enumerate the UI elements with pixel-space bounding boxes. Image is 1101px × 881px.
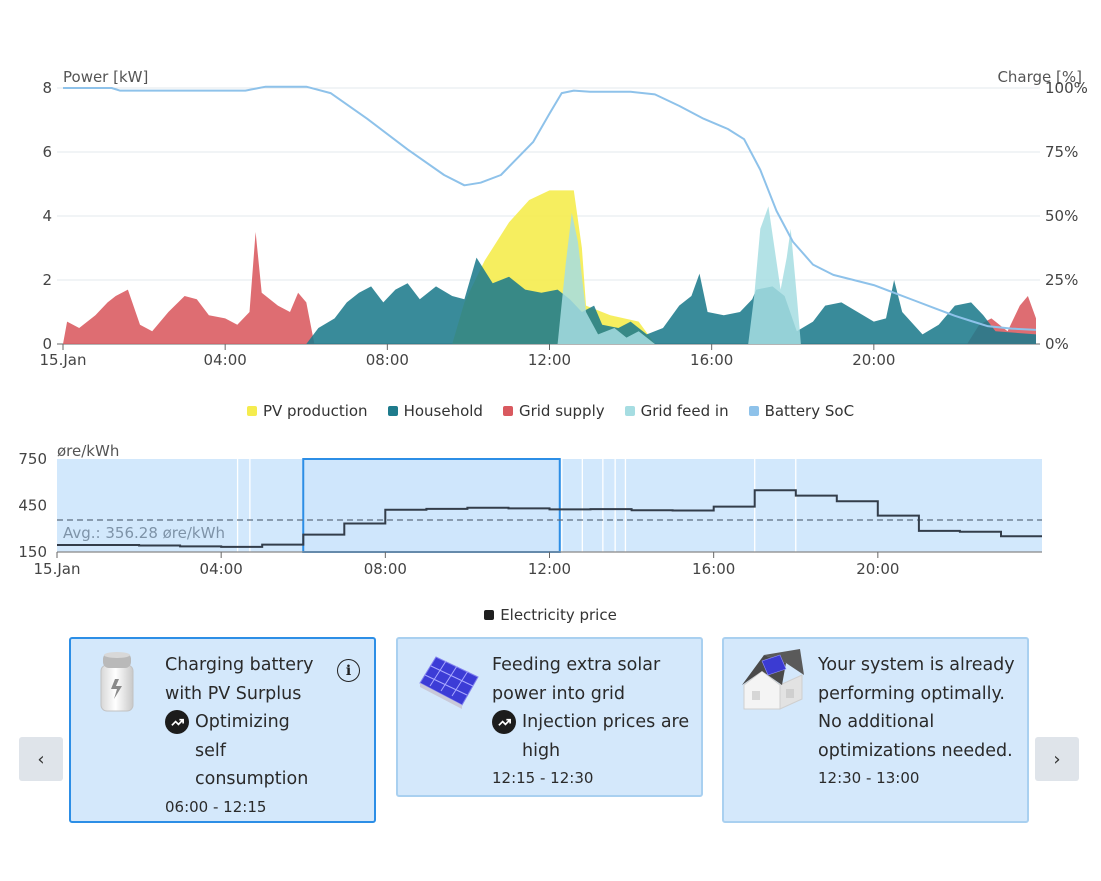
legend-swatch-grid-supply (502, 406, 513, 416)
power-y-tick: 0 (42, 335, 52, 353)
power-x-tick: 15.Jan (40, 351, 87, 369)
card-content: Charging battery with PV Surplus Optimiz… (165, 651, 366, 820)
price-y-axis-title: øre/kWh (57, 442, 119, 460)
power-y-tick: 2 (42, 271, 52, 289)
power-chart: Power [kW] Charge [%] 0 2 4 6 8 0% 25% 50% 75% 1… (40, 68, 1088, 369)
card-content: Feeding extra solar power into grid Inje… (492, 651, 693, 791)
line-battery-soc (63, 85, 1037, 331)
legend-label-grid-feed: Grid feed in (640, 402, 729, 420)
price-x-tick: 04:00 (200, 560, 243, 578)
power-x-tick: 16:00 (690, 351, 733, 369)
trending-up-icon (492, 710, 516, 734)
legend-item-household[interactable]: Household (387, 402, 483, 420)
card-title: Charging battery with PV Surplus (165, 655, 314, 704)
legend-label-battery: Battery SoC (764, 402, 855, 420)
carousel-prev-button[interactable]: ‹ (19, 737, 63, 781)
recommendation-card-charging-battery[interactable]: i Charging battery with PV Surplus Optim… (69, 637, 376, 823)
legend-item-grid-supply[interactable]: Grid supply (502, 402, 605, 420)
price-y-tick: 450 (18, 497, 47, 515)
price-x-tick: 20:00 (856, 560, 899, 578)
legend-item-electricity-price[interactable]: Electricity price (484, 606, 617, 624)
charge-y-tick: 75% (1045, 143, 1078, 161)
price-x-tick: 12:00 (528, 560, 571, 578)
price-x-tick: 15.Jan (34, 560, 81, 578)
price-x-tick: 16:00 (692, 560, 735, 578)
power-x-tick: 12:00 (528, 351, 571, 369)
card-reason-text: Injection prices are high (522, 712, 690, 761)
power-y-tick: 6 (42, 143, 52, 161)
price-x-axis-ticks: 15.Jan 04:00 08:00 12:00 16:00 20:00 (34, 552, 899, 578)
price-line (57, 489, 1042, 548)
price-chart[interactable]: Avg.: 356.28 øre/kWh øre/kWh 150 450 750 1… (0, 440, 1101, 640)
charge-y-tick: 25% (1045, 271, 1078, 289)
legend-item-grid-feed-in[interactable]: Grid feed in (624, 402, 729, 420)
price-chart-legend: Electricity price (0, 606, 1101, 624)
legend-label-household: Household (403, 402, 483, 420)
charge-y-axis-title: Charge [%] (997, 68, 1082, 86)
card-time: 12:15 - 12:30 (492, 769, 594, 787)
legend-swatch-household (387, 406, 398, 416)
legend-swatch-battery (748, 406, 759, 416)
card-reason: Injection prices are high (492, 708, 693, 765)
recommendation-card-feeding-grid[interactable]: Feeding extra solar power into grid Inje… (396, 637, 703, 797)
charge-y-tick: 50% (1045, 207, 1078, 225)
charge-y-axis-ticks: 0% 25% 50% 75% 100% (1045, 79, 1088, 353)
charge-y-tick: 0% (1045, 335, 1069, 353)
power-x-tick: 08:00 (366, 351, 409, 369)
power-y-axis-ticks: 0 2 4 6 8 (42, 79, 52, 353)
power-y-tick: 4 (42, 207, 52, 225)
recommendation-card-optimal[interactable]: Your system is already performing optima… (722, 637, 1029, 823)
legend-swatch-pv (246, 406, 257, 416)
card-time: 12:30 - 13:00 (818, 769, 920, 787)
house-icon (742, 649, 804, 710)
legend-swatch-grid-feed (624, 406, 635, 416)
legend-label-grid-supply: Grid supply (518, 402, 605, 420)
chevron-left-icon: ‹ (37, 748, 45, 770)
card-time: 06:00 - 12:15 (165, 797, 267, 816)
card-reason-text: Optimizing self consumption (195, 712, 309, 789)
info-icon[interactable]: i (337, 659, 360, 682)
card-reason: Optimizing self consumption (165, 708, 366, 794)
power-x-axis-ticks: 15.Jan 04:00 08:00 12:00 16:00 20:00 (40, 344, 895, 369)
power-x-tick: 04:00 (204, 351, 247, 369)
legend-label-price: Electricity price (500, 606, 617, 624)
price-x-tick: 08:00 (364, 560, 407, 578)
power-chart-legend: PV production Household Grid supply Grid… (0, 402, 1101, 420)
carousel-next-button[interactable]: › (1035, 737, 1079, 781)
power-chart-lines (63, 85, 1037, 331)
power-y-axis-title: Power [kW] (63, 68, 148, 86)
area-grid-feed-in (63, 206, 1036, 344)
legend-label-pv: PV production (262, 402, 368, 420)
area-grid-supply (63, 232, 1036, 344)
battery-icon (100, 652, 134, 712)
charge-y-tick: 100% (1045, 79, 1088, 97)
card-title: Your system is already performing optima… (818, 655, 1015, 761)
card-content: Your system is already performing optima… (818, 651, 1019, 791)
legend-swatch-price (484, 610, 495, 620)
price-average-label: Avg.: 356.28 øre/kWh (63, 524, 225, 542)
power-x-tick: 20:00 (852, 351, 895, 369)
price-selection-window[interactable] (302, 458, 561, 553)
chevron-right-icon: › (1053, 748, 1061, 770)
price-y-tick: 750 (18, 450, 47, 468)
card-title: Feeding extra solar power into grid (492, 655, 661, 704)
price-y-tick: 150 (18, 543, 47, 561)
power-y-tick: 8 (42, 79, 52, 97)
legend-item-battery-soc[interactable]: Battery SoC (748, 402, 855, 420)
legend-item-pv-production[interactable]: PV production (246, 402, 368, 420)
solar-panel-icon (419, 656, 479, 709)
trending-up-icon (165, 710, 189, 734)
power-chart-areas (63, 190, 1036, 344)
